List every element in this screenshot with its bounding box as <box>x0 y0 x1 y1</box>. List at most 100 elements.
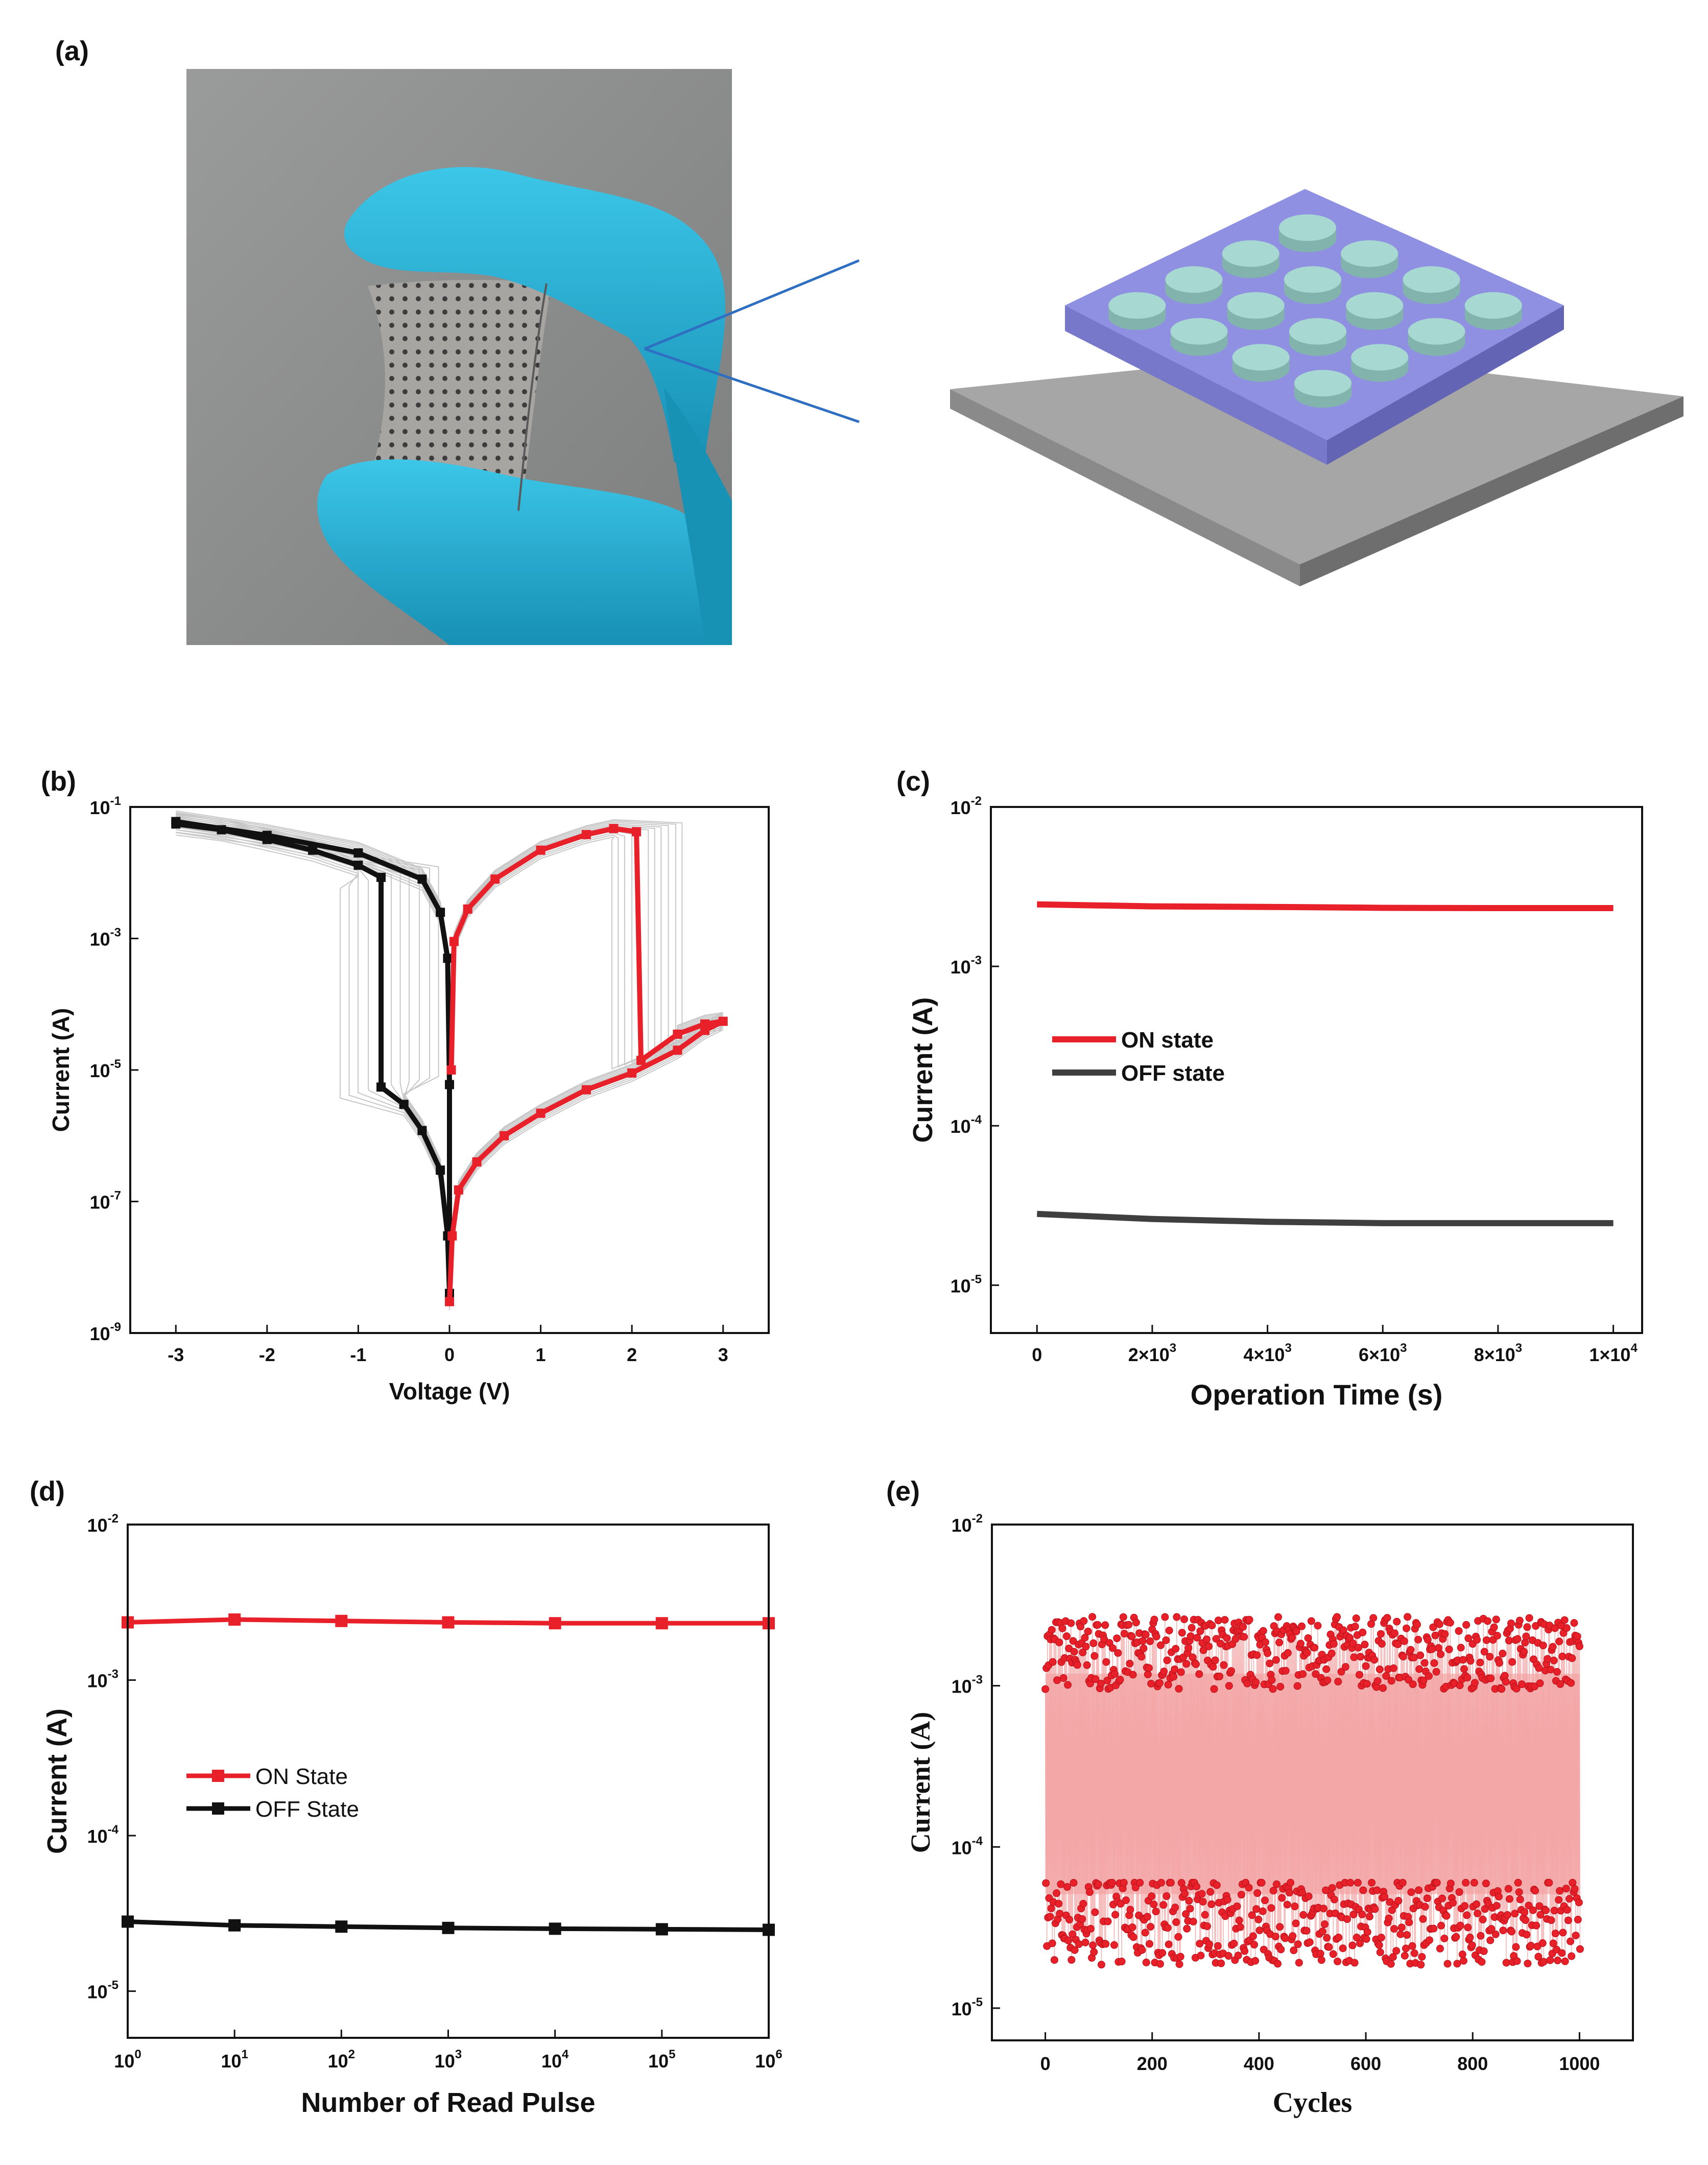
on-point <box>1307 1617 1315 1625</box>
off-point <box>1392 1947 1401 1955</box>
marker-red-18 <box>490 874 500 884</box>
on-point <box>1400 1637 1408 1645</box>
tick-base: 10 <box>952 1999 972 2019</box>
on-point <box>1276 1682 1285 1691</box>
off-point <box>1571 1885 1579 1893</box>
on-point <box>1214 1616 1222 1625</box>
tick-base: 4×10 <box>1243 1344 1285 1365</box>
tick-base: 0 <box>1032 1344 1042 1365</box>
on-point <box>1227 1667 1236 1675</box>
tick-exponent: -9 <box>110 1320 121 1334</box>
on-point <box>1137 1653 1146 1661</box>
off-point <box>1078 1915 1086 1923</box>
off-point <box>1042 1879 1050 1887</box>
plot-frame <box>991 1524 1634 2041</box>
off-point <box>1085 1888 1094 1896</box>
on-point <box>1356 1671 1364 1679</box>
off-point <box>1118 1958 1126 1966</box>
marker-off-state-3 <box>442 1921 455 1934</box>
on-point <box>1445 1645 1453 1653</box>
tick-base: 10 <box>435 2051 455 2072</box>
off-point <box>1318 1928 1326 1936</box>
off-point <box>1223 1896 1231 1904</box>
tick-base: 10 <box>951 957 971 978</box>
off-point <box>1390 1925 1398 1933</box>
off-point <box>1354 1878 1362 1887</box>
off-point <box>1511 1910 1519 1918</box>
on-point <box>1428 1645 1436 1653</box>
off-point <box>1110 1941 1118 1949</box>
off-point <box>1181 1890 1189 1898</box>
marker-off-state-1 <box>228 1919 241 1932</box>
on-point <box>1415 1665 1424 1673</box>
on-point <box>1312 1670 1320 1678</box>
on-point <box>1359 1628 1367 1636</box>
on-point <box>1512 1684 1521 1693</box>
marker-red-15 <box>609 824 619 834</box>
off-point <box>1438 1894 1446 1902</box>
electrode-top <box>1403 266 1460 293</box>
on-point <box>1523 1623 1531 1631</box>
off-point <box>1104 1917 1112 1925</box>
off-point <box>1143 1913 1151 1921</box>
on-point <box>1069 1637 1077 1645</box>
off-point <box>1437 1921 1445 1930</box>
on-point <box>1455 1627 1463 1635</box>
x-tick-label: 2×103 <box>1128 1341 1176 1365</box>
electrode-3 <box>1165 266 1223 304</box>
off-point <box>1081 1938 1089 1946</box>
tick-exponent: -2 <box>108 1512 118 1526</box>
off-point <box>1053 1889 1061 1897</box>
off-point <box>1376 1948 1384 1956</box>
on-point <box>1048 1626 1056 1634</box>
off-point <box>1480 1947 1488 1955</box>
off-point <box>1417 1961 1425 1969</box>
on-point <box>1389 1664 1397 1672</box>
on-point <box>1409 1680 1417 1688</box>
tick-exponent: 2 <box>348 2048 355 2061</box>
on-point <box>1446 1619 1454 1627</box>
off-point <box>1348 1941 1357 1949</box>
panel-label-c: (c) <box>896 766 930 797</box>
off-point <box>1455 1888 1463 1896</box>
x-tick-label: 600 <box>1350 2053 1381 2074</box>
on-point <box>1231 1635 1240 1643</box>
off-point <box>1323 1934 1331 1942</box>
tick-exponent: 4 <box>1630 1341 1638 1355</box>
x-tick-label: 106 <box>755 2048 782 2072</box>
off-point <box>1174 1933 1182 1941</box>
marker-black-8 <box>417 1126 427 1135</box>
off-point <box>1283 1900 1291 1909</box>
panel-label-b: (b) <box>41 766 76 797</box>
off-point <box>1419 1915 1427 1923</box>
on-point <box>1108 1644 1117 1652</box>
on-point <box>1459 1656 1467 1664</box>
on-point <box>1177 1668 1185 1676</box>
off-point <box>1486 1936 1494 1944</box>
on-point <box>1410 1653 1418 1661</box>
off-point <box>1516 1895 1524 1904</box>
marker-on-state-3 <box>442 1616 455 1629</box>
on-point <box>1220 1661 1228 1669</box>
off-point <box>1421 1902 1429 1911</box>
on-point <box>1373 1677 1382 1685</box>
off-point <box>1158 1949 1167 1957</box>
off-point <box>1299 1911 1308 1919</box>
off-point <box>1350 1959 1359 1967</box>
off-point <box>1261 1896 1269 1905</box>
off-point <box>1407 1888 1415 1896</box>
on-point <box>1292 1627 1300 1635</box>
callout-line-top <box>644 259 860 350</box>
off-point <box>1167 1878 1175 1887</box>
on-point <box>1354 1644 1362 1652</box>
tick-base: 10 <box>87 1515 108 1536</box>
electrode-5 <box>1341 240 1398 278</box>
on-point <box>1437 1650 1444 1658</box>
marker-red-2 <box>454 1185 463 1195</box>
on-point <box>1486 1653 1494 1661</box>
y-tick-label: 10-2 <box>952 1512 983 1536</box>
on-point <box>1269 1685 1277 1693</box>
x-axis-label: Number of Read Pulse <box>301 2087 595 2118</box>
electrode-top <box>1408 318 1465 345</box>
series-line-black <box>175 819 452 1294</box>
